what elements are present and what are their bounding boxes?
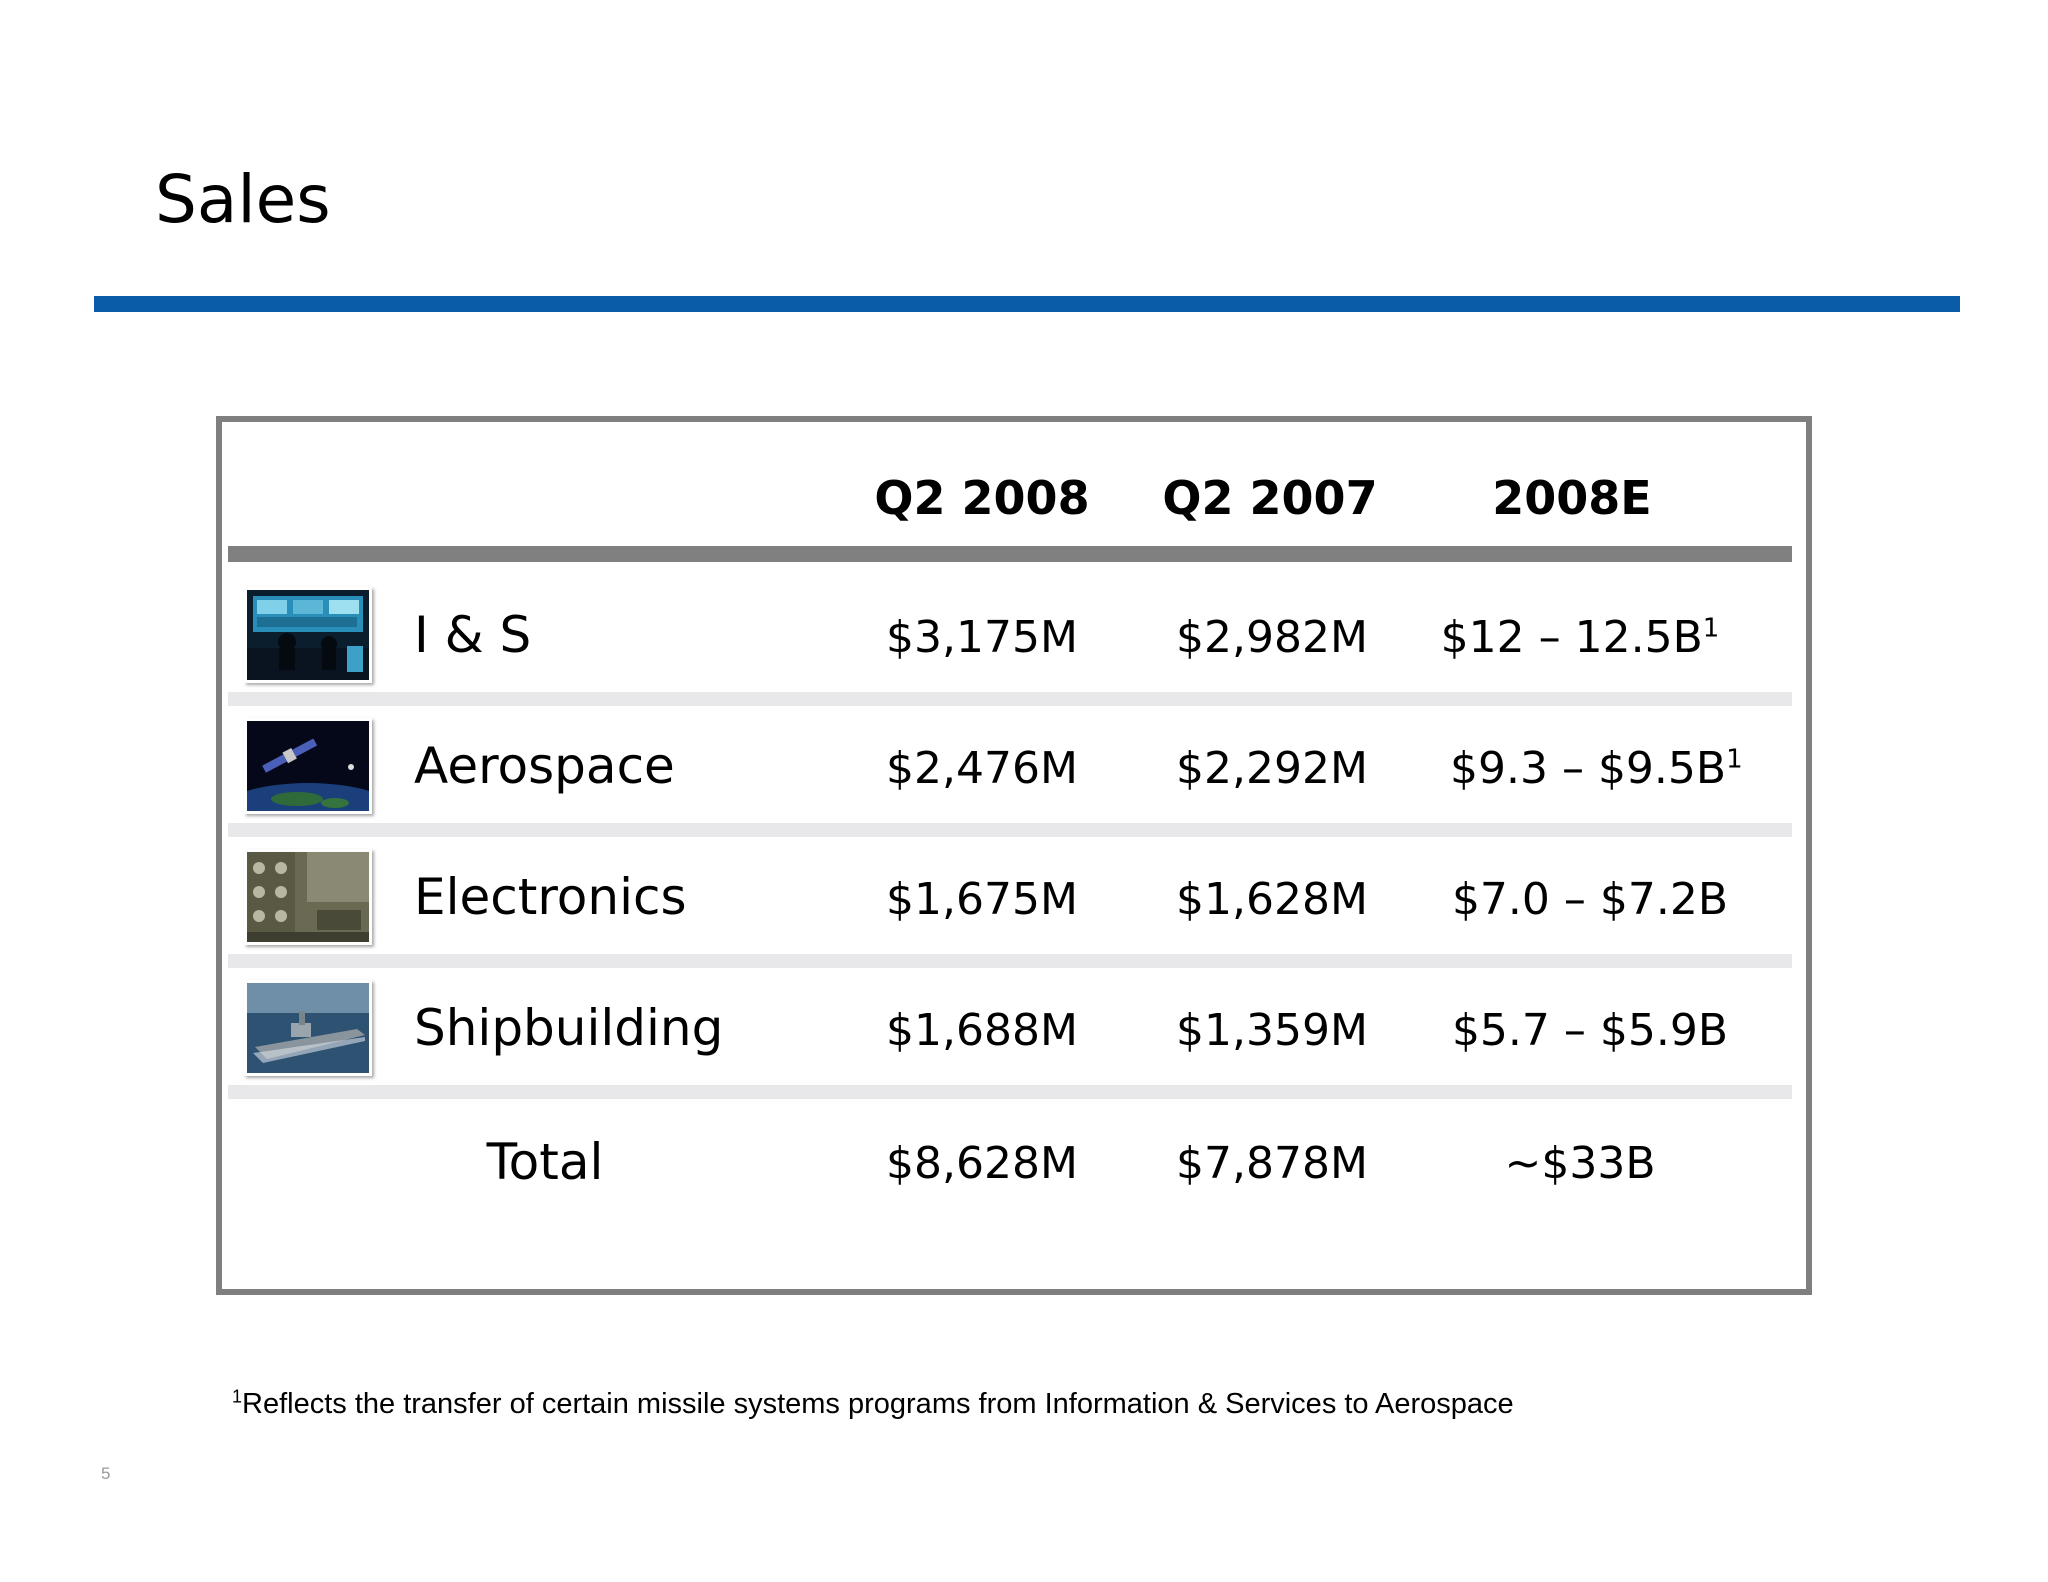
cell-is-2008e: $12 – 12.5B1 <box>1440 612 1720 663</box>
footnote: 1Reflects the transfer of certain missil… <box>232 1384 1514 1424</box>
segment-name-electronics: Electronics <box>414 868 687 926</box>
title-rule <box>94 296 1960 312</box>
cell-aerospace-2008e: $9.3 – $9.5B1 <box>1450 743 1743 794</box>
radar-equipment-photo <box>244 849 372 945</box>
satellite-over-earth-photo <box>244 718 372 814</box>
column-header-2008e: 2008E <box>1492 471 1652 525</box>
segment-name-is: I & S <box>414 606 532 664</box>
slide-title: Sales <box>155 161 331 238</box>
row-separator <box>228 692 1792 706</box>
cell-shipbuilding-q2-2007: $1,359M <box>1176 1005 1368 1056</box>
footnote-marker: 1 <box>1702 613 1720 644</box>
cell-aerospace-q2-2008: $2,476M <box>886 743 1078 794</box>
cell-is-q2-2007: $2,982M <box>1176 612 1368 663</box>
cell-shipbuilding-q2-2008: $1,688M <box>886 1005 1078 1056</box>
column-header-q2-2007: Q2 2007 <box>1162 471 1378 525</box>
cell-shipbuilding-2008e: $5.7 – $5.9B <box>1451 1005 1729 1056</box>
cell-electronics-2008e: $7.0 – $7.2B <box>1451 874 1729 925</box>
navy-ship-photo <box>244 980 372 1076</box>
segment-name-aerospace: Aerospace <box>414 737 675 795</box>
row-separator <box>228 1085 1792 1099</box>
page-number: 5 <box>101 1464 111 1483</box>
header-rule <box>228 546 1792 562</box>
footnote-text: Reflects the transfer of certain missile… <box>242 1388 1514 1420</box>
cell-total-q2-2008: $8,628M <box>886 1138 1078 1189</box>
column-header-q2-2008: Q2 2008 <box>874 471 1090 525</box>
sales-table-frame <box>216 416 1812 1295</box>
total-label: Total <box>486 1133 604 1191</box>
cell-total-q2-2007: $7,878M <box>1176 1138 1368 1189</box>
segment-name-shipbuilding: Shipbuilding <box>414 999 724 1057</box>
row-separator <box>228 954 1792 968</box>
footnote-mark: 1 <box>232 1386 243 1407</box>
cell-is-q2-2008: $3,175M <box>886 612 1078 663</box>
row-separator <box>228 823 1792 837</box>
footnote-marker: 1 <box>1726 744 1743 775</box>
cell-electronics-q2-2007: $1,628M <box>1176 874 1368 925</box>
cell-electronics-q2-2008: $1,675M <box>886 874 1078 925</box>
control-room-photo <box>244 587 372 683</box>
cell-aerospace-q2-2007: $2,292M <box>1176 743 1368 794</box>
cell-total-2008e: ~$33B <box>1504 1138 1656 1189</box>
